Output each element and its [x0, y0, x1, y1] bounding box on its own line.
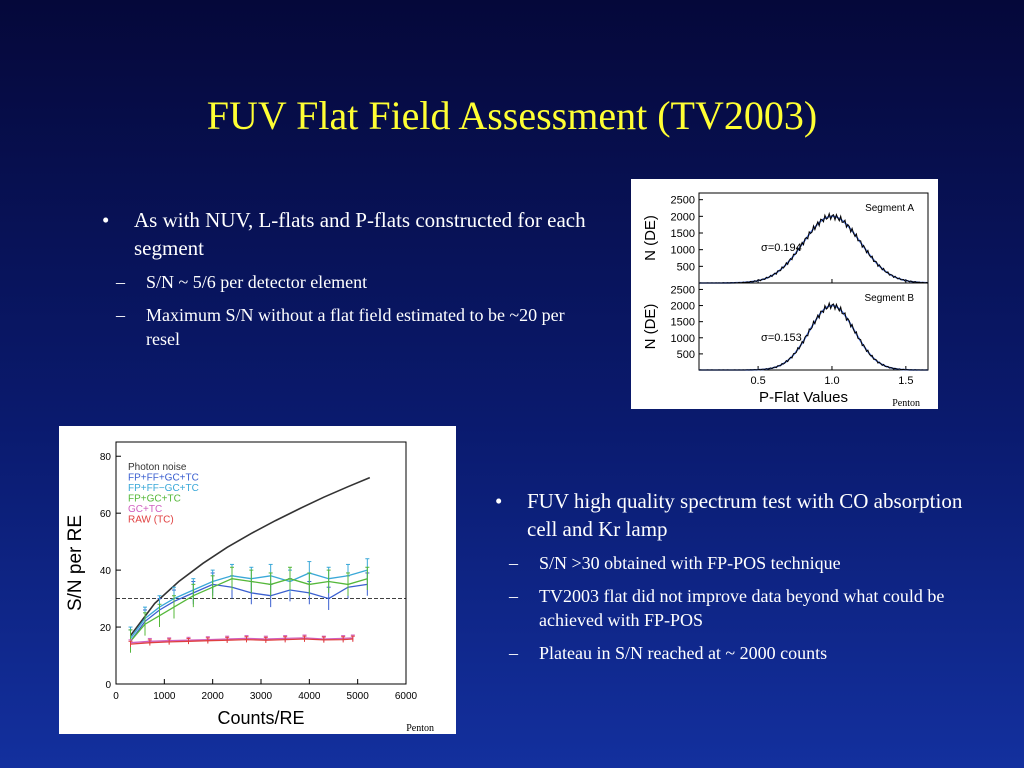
sub-bullet-marker: –: [116, 272, 125, 292]
sub-bullet-marker: –: [509, 643, 518, 663]
series-line: [130, 578, 368, 642]
x-tick-label: 4000: [298, 691, 321, 702]
legend-entry: GC+TC: [128, 504, 162, 515]
x-tick-label: 0: [113, 691, 119, 702]
y-tick-label: 2500: [671, 284, 695, 296]
sub-bullet-item: – S/N ~ 5/6 per detector element: [102, 270, 602, 294]
sigma-annotation: σ=0.194: [761, 242, 802, 254]
sub-bullet-text: S/N >30 obtained with FP-POS technique: [539, 553, 841, 573]
x-tick-label: 0.5: [750, 375, 765, 387]
x-tick-label: 6000: [395, 691, 418, 702]
legend-entry: RAW (TC): [128, 515, 174, 526]
y-axis-label: N (DE): [642, 304, 659, 350]
pflat-histogram-figure: 500 1000 1500 2000 2500 Segment A σ=0.194 N (DE…: [631, 179, 938, 409]
x-tick-label: 1000: [153, 691, 176, 702]
bullet-marker: •: [102, 208, 110, 232]
x-tick-label: 1.5: [898, 375, 913, 387]
y-tick-label: 40: [100, 566, 112, 577]
bullet-group-top: • As with NUV, L-flats and P-flats const…: [102, 206, 602, 360]
y-tick-label: 500: [677, 349, 695, 361]
sub-bullet-text: Maximum S/N without a flat field estimat…: [146, 305, 565, 349]
sn-vs-counts-chart: 0 20 40 60 80 0 1000 2000 3000 4000 5000 6000 Photon…: [65, 441, 418, 728]
y-tick-label: 80: [100, 452, 112, 463]
histogram-curve: [698, 301, 929, 371]
sub-bullet-text: Plateau in S/N reached at ~ 2000 counts: [539, 643, 828, 663]
histogram-curve: [698, 211, 929, 284]
legend-entry: FP+FF+GC+TC: [128, 473, 199, 484]
bullet-item: • As with NUV, L-flats and P-flats const…: [102, 206, 602, 262]
series-line: [129, 583, 368, 642]
series-line: [129, 476, 371, 637]
y-axis-label: N (DE): [642, 215, 659, 261]
y-tick-label: 1000: [671, 333, 695, 345]
series-line: [130, 638, 353, 645]
fit-curve: [699, 304, 928, 371]
sub-bullet-item: – TV2003 flat did not improve data beyon…: [495, 584, 965, 632]
sub-bullet-marker: –: [509, 586, 518, 606]
sub-bullet-item: – Plateau in S/N reached at ~ 2000 count…: [495, 641, 965, 665]
bullet-text: FUV high quality spectrum test with CO a…: [527, 489, 963, 541]
y-tick-label: 2000: [671, 211, 695, 223]
x-axis-label: P-Flat Values: [759, 389, 848, 406]
y-tick-label: 2000: [671, 301, 695, 313]
y-tick-label: 500: [677, 261, 695, 273]
x-tick-label: 2000: [202, 691, 225, 702]
x-tick-label: 1.0: [824, 375, 839, 387]
legend-entry: Photon noise: [128, 462, 187, 473]
y-tick-label: 20: [100, 623, 112, 634]
legend-entry: FP+GC+TC: [128, 494, 181, 505]
figure-credit: Penton: [892, 398, 920, 409]
x-axis-label: Counts/RE: [217, 708, 304, 728]
slide-title: FUV Flat Field Assessment (TV2003): [206, 93, 818, 138]
sn-vs-counts-figure: 0 20 40 60 80 0 1000 2000 3000 4000 5000 6000 Photon…: [59, 426, 456, 734]
sub-bullet-item: – Maximum S/N without a flat field estim…: [102, 303, 602, 351]
sub-bullet-item: – S/N >30 obtained with FP-POS technique: [495, 551, 965, 575]
sub-bullet-marker: –: [116, 305, 125, 325]
panel-label: Segment B: [865, 293, 915, 304]
sub-bullet-text: TV2003 flat did not improve data beyond …: [539, 586, 945, 630]
panel-label: Segment A: [865, 203, 914, 214]
figure-credit: Penton: [406, 723, 434, 734]
y-tick-label: 1000: [671, 245, 695, 257]
y-axis-label: S/N per RE: [65, 515, 86, 611]
sub-bullet-marker: –: [509, 553, 518, 573]
x-tick-label: 5000: [347, 691, 370, 702]
y-tick-label: 1500: [671, 228, 695, 240]
y-tick-label: 1500: [671, 317, 695, 329]
bullet-group-bottom: • FUV high quality spectrum test with CO…: [495, 487, 965, 674]
series-line: [129, 569, 368, 639]
panel-frame: [698, 282, 929, 371]
bullet-marker: •: [495, 489, 503, 513]
x-tick-label: 3000: [250, 691, 273, 702]
bullet-text: As with NUV, L-flats and P-flats constru…: [134, 208, 586, 260]
sub-bullet-text: S/N ~ 5/6 per detector element: [146, 272, 368, 292]
pflat-histogram-chart: 500 1000 1500 2000 2500 Segment A σ=0.194 N (DE…: [642, 192, 929, 406]
bullet-item: • FUV high quality spectrum test with CO…: [495, 487, 965, 543]
legend-entry: FP+FF−GC+TC: [128, 483, 199, 494]
y-tick-label: 60: [100, 509, 112, 520]
sigma-annotation: σ=0.153: [761, 332, 802, 344]
y-tick-label: 2500: [671, 195, 695, 207]
y-tick-label: 0: [105, 680, 111, 691]
